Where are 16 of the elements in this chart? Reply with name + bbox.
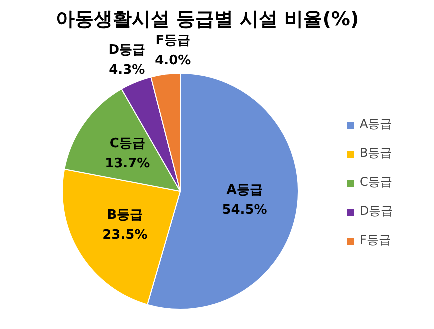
slice-label: B등급	[107, 208, 144, 223]
slice-label: C등급	[110, 136, 146, 152]
legend-label: B등급	[360, 145, 392, 162]
slice-label: D등급	[108, 42, 146, 58]
data-label: 54.5%	[222, 203, 268, 218]
legend-label: F등급	[360, 232, 391, 249]
data-label: 4.3%	[109, 62, 146, 78]
legend-label: A등급	[360, 116, 392, 133]
data-label: 4.0%	[155, 54, 192, 69]
data-label: 13.7%	[105, 156, 150, 172]
slice-label: F등급	[156, 34, 191, 49]
legend-label: D등급	[360, 203, 394, 220]
legend-label: C등급	[360, 174, 392, 191]
chart-title: 아동생활시설 등급별 시설 비율(%)	[56, 8, 360, 30]
data-label: 23.5%	[102, 228, 148, 243]
slice-label: A등급	[226, 183, 263, 198]
